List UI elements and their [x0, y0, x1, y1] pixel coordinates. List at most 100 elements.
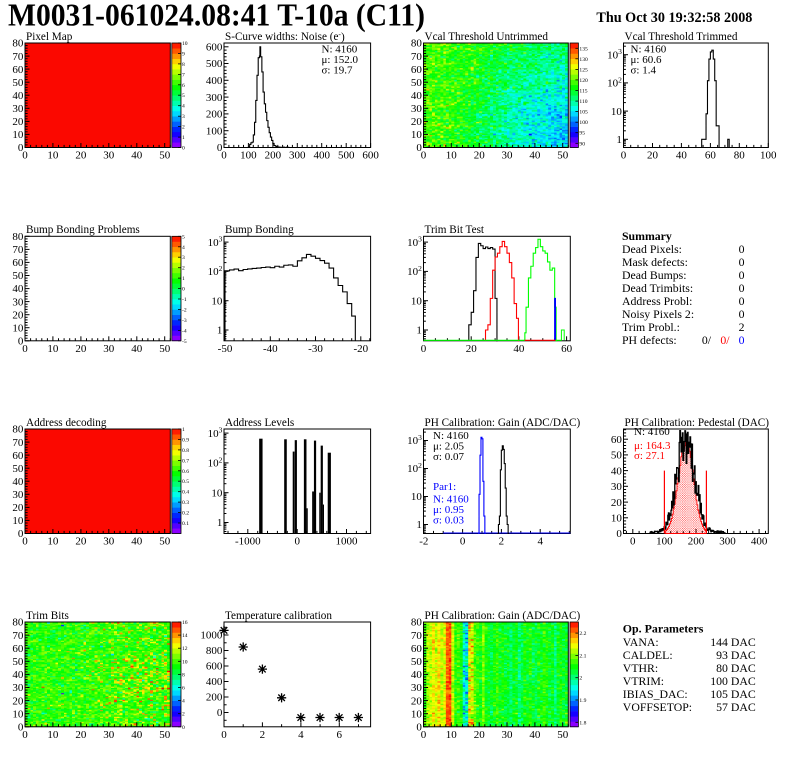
svg-text:N: 4160: N: 4160: [322, 44, 358, 56]
svg-text:Dead Pixels:: Dead Pixels:: [622, 242, 682, 256]
svg-text:60: 60: [561, 343, 573, 355]
svg-text:0: 0: [416, 142, 422, 154]
svg-text:102: 102: [208, 264, 223, 278]
svg-text:40: 40: [12, 90, 24, 102]
svg-text:Address Probl:: Address Probl:: [622, 294, 692, 308]
svg-text:PH Calibration: Gain (ADC/DAC): PH Calibration: Gain (ADC/DAC): [425, 610, 581, 622]
svg-text:0.7: 0.7: [182, 458, 189, 464]
svg-text:0: 0: [416, 722, 422, 734]
svg-text:12: 12: [182, 646, 188, 652]
svg-text:PH Calibration: Gain (ADC/DAC): PH Calibration: Gain (ADC/DAC): [425, 417, 581, 429]
svg-text:300: 300: [289, 150, 306, 162]
svg-text:20: 20: [75, 150, 87, 162]
svg-text:20: 20: [411, 695, 423, 707]
svg-text:Address Levels: Address Levels: [225, 417, 294, 429]
svg-text:2: 2: [739, 320, 745, 334]
svg-text:110: 110: [579, 99, 587, 105]
svg-text:30: 30: [12, 296, 24, 308]
svg-text:600: 600: [206, 42, 223, 54]
svg-text:30: 30: [411, 682, 423, 694]
svg-text:80 DAC: 80 DAC: [716, 661, 756, 675]
svg-text:0: 0: [22, 729, 28, 741]
svg-text:30: 30: [103, 536, 115, 548]
svg-text:Noisy Pixels 2:: Noisy Pixels 2:: [622, 307, 694, 321]
svg-text:-4: -4: [182, 328, 187, 334]
svg-text:N: 4160: N: 4160: [634, 426, 670, 438]
svg-text:10: 10: [47, 729, 59, 741]
svg-text:0.9: 0.9: [182, 437, 189, 443]
svg-text:0: 0: [739, 281, 745, 295]
svg-text:6: 6: [182, 686, 185, 692]
svg-text:100: 100: [579, 120, 588, 126]
svg-text:10: 10: [12, 129, 24, 141]
svg-text:Trim Probl.:: Trim Probl.:: [622, 320, 680, 334]
svg-text:S-Curve widths: Noise (e-): S-Curve widths: Noise (e-): [225, 29, 345, 43]
svg-text:2: 2: [182, 712, 185, 718]
svg-text:135: 135: [579, 46, 588, 52]
svg-text:20: 20: [611, 497, 623, 509]
svg-text:0: 0: [221, 729, 227, 741]
svg-text:0: 0: [18, 142, 24, 154]
svg-text:100: 100: [760, 150, 777, 162]
svg-text:0: 0: [739, 333, 745, 347]
svg-text:70: 70: [12, 244, 24, 256]
svg-text:300: 300: [206, 92, 223, 104]
svg-text:Dead Bumps:: Dead Bumps:: [622, 268, 687, 282]
svg-text:30: 30: [502, 150, 514, 162]
svg-text:40: 40: [12, 669, 24, 681]
svg-text:103: 103: [208, 426, 223, 440]
svg-text:30: 30: [502, 729, 514, 741]
svg-text:80: 80: [411, 617, 423, 629]
svg-text:10: 10: [12, 708, 24, 720]
svg-text:40: 40: [12, 283, 24, 295]
svg-text:0: 0: [616, 528, 622, 540]
svg-text:0.3: 0.3: [182, 500, 189, 506]
svg-text:1: 1: [416, 325, 422, 337]
svg-text:1000: 1000: [336, 536, 359, 548]
svg-text:20: 20: [12, 695, 24, 707]
svg-text:10: 10: [12, 322, 24, 334]
svg-text:1.8: 1.8: [579, 720, 586, 726]
svg-text:10: 10: [182, 659, 188, 665]
svg-text:8: 8: [182, 672, 185, 678]
svg-text:8: 8: [182, 62, 185, 68]
svg-text:0: 0: [421, 343, 427, 355]
svg-text:10: 10: [411, 491, 423, 503]
svg-text:40: 40: [12, 476, 24, 488]
svg-text:20: 20: [474, 150, 486, 162]
svg-text:30: 30: [12, 103, 24, 115]
svg-text:0: 0: [221, 150, 227, 162]
svg-text:VOFFSETOP:: VOFFSETOP:: [623, 700, 692, 714]
svg-text:0: 0: [421, 150, 427, 162]
svg-text:200: 200: [265, 150, 282, 162]
svg-text:600: 600: [206, 661, 223, 673]
svg-text:σ: 27.1: σ: 27.1: [634, 450, 665, 462]
svg-text:-5: -5: [182, 339, 187, 345]
svg-text:σ: 19.7: σ: 19.7: [322, 64, 353, 76]
svg-text:500: 500: [338, 150, 355, 162]
svg-text:0: 0: [630, 536, 636, 548]
svg-text:102: 102: [407, 264, 422, 278]
svg-text:0: 0: [294, 536, 300, 548]
svg-text:10: 10: [411, 129, 423, 141]
svg-text:-3: -3: [182, 318, 187, 324]
svg-text:0: 0: [182, 287, 185, 293]
svg-text:2: 2: [182, 266, 185, 272]
svg-text:7: 7: [182, 72, 185, 78]
svg-text:0.4: 0.4: [182, 490, 189, 496]
svg-text:20: 20: [12, 116, 24, 128]
svg-text:50: 50: [12, 656, 24, 668]
svg-text:40: 40: [513, 343, 525, 355]
svg-text:Par1:: Par1:: [433, 481, 456, 493]
svg-text:50: 50: [557, 729, 569, 741]
svg-text:4: 4: [537, 536, 543, 548]
svg-text:-2: -2: [182, 307, 187, 313]
svg-text:30: 30: [103, 343, 115, 355]
svg-text:10: 10: [411, 295, 423, 307]
svg-text:30: 30: [411, 103, 423, 115]
svg-text:0/: 0/: [720, 333, 730, 347]
svg-text:0: 0: [460, 536, 466, 548]
svg-text:0: 0: [217, 707, 223, 719]
svg-text:103: 103: [407, 235, 422, 249]
svg-text:Summary: Summary: [622, 229, 672, 243]
